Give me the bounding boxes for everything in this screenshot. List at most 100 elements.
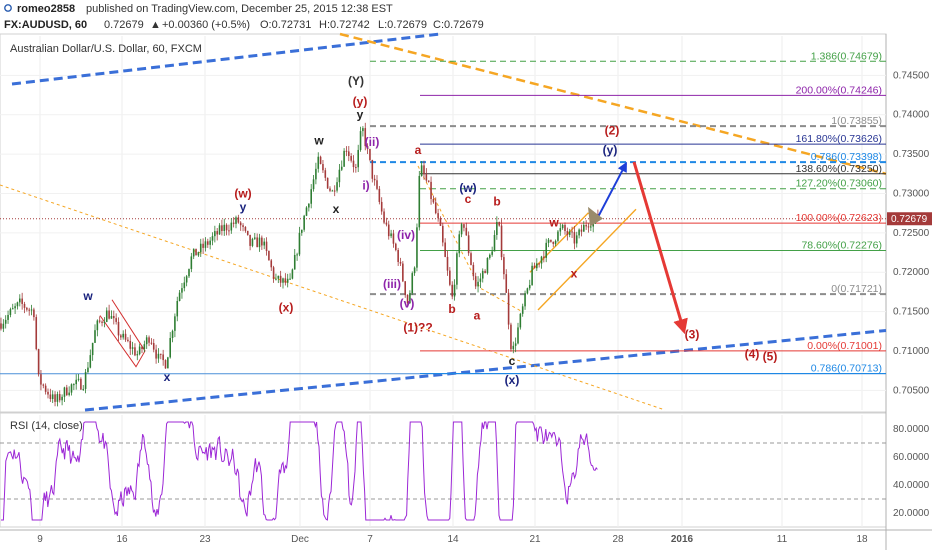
candle-body [58,394,61,401]
candle-body [390,233,392,237]
price-axis-label: 0.72000 [893,267,930,278]
candle-body [519,313,522,328]
time-axis-label: Dec [291,534,309,545]
candle-body [472,264,475,277]
time-axis[interactable]: 9 16 23 Dec 7 14 21 28 2016 11 18 [37,534,868,545]
candle-body [345,150,348,152]
candle-body [235,217,237,224]
candle-body [486,257,489,274]
candle-body [56,394,59,402]
candle-body [470,253,472,265]
candle-body [533,265,536,269]
candle-body [237,217,240,223]
candle-body [465,227,468,236]
candle-body [214,231,216,237]
candle-body [493,234,496,252]
rsi-label: RSI (14, close) [10,420,83,432]
candle-body [355,167,357,169]
candle-body [7,314,9,320]
price-axis-label: 0.74500 [893,70,930,81]
candle-body [338,169,341,183]
candle-body [291,269,294,279]
candle-body [202,243,204,248]
candle-body [498,222,500,226]
candle-body [221,225,223,231]
candle-body [51,394,54,400]
candle-body [352,160,355,168]
fib-level-label: 100.00%(0.72623) [796,212,882,224]
candle-body [122,333,124,338]
candle-body [73,384,75,386]
candle-body [77,378,80,380]
wave-label: x [571,267,578,281]
candle-body [167,357,169,369]
candle-body [131,347,134,349]
candle-body [181,288,183,293]
candle-body [286,278,289,283]
candle-body [310,189,312,204]
wave-label: b [448,302,455,316]
orange-channel-bottom [537,208,637,311]
blue-forecast-arrow [597,161,627,218]
candle-body [564,224,566,232]
candle-body [479,278,482,282]
candle-body [277,275,280,279]
instrument-label: Australian Dollar/U.S. Dollar, 60, FXCM [10,43,202,55]
candle-body [409,293,411,304]
candle-body [160,353,162,355]
candle-body [113,316,115,319]
candle-body [456,253,458,285]
candle-body [566,231,569,235]
candle-body [98,320,101,322]
candle-body [143,344,146,349]
candle-body [364,128,367,147]
candle-body [359,131,362,150]
candle-body [35,317,38,350]
candle-body [343,150,345,167]
author-name[interactable]: romeo2858 [17,3,75,15]
candle-body [176,300,179,317]
candle-body [491,251,493,255]
wave-label: (iv) [397,228,415,242]
candle-body [418,175,421,228]
candle-body [148,337,150,343]
candle-body [395,243,397,250]
candle-body [197,252,200,256]
candle-body [28,309,30,311]
orange-resistance-trendline [339,32,887,176]
candle-body [268,250,270,261]
candle-body [547,239,550,243]
candle-body [129,341,132,349]
candle-body [270,260,273,268]
candle-body [383,211,385,223]
candle-body [378,188,381,202]
candle-body [49,394,52,400]
candle-body [279,275,282,283]
price-badge: 0.72679 [887,212,932,226]
candle-body [545,242,547,258]
candle-body [305,207,308,216]
candles [0,122,599,407]
candle-body [239,222,242,226]
price-change: +0.00360 (+0.5%) [162,19,250,31]
time-axis-label: 14 [447,534,459,545]
candle-body [162,354,164,361]
candle-body [263,241,265,246]
candle-body [33,309,35,318]
candle-body [489,254,491,258]
candle-body [84,372,87,389]
price-axis[interactable]: 0.74500 0.74000 0.73500 0.73000 0.72500 0.720… [893,70,930,519]
candle-body [127,339,129,342]
candle-body [19,298,21,303]
candle-body [376,180,378,189]
time-axis-label: 18 [856,534,868,545]
candle-body [66,387,68,396]
tradingview-icon [4,4,12,12]
candle-body [500,225,503,258]
candle-body [157,353,160,359]
time-axis-label: 7 [367,534,373,545]
red-forecast-arrow [632,161,688,335]
published-text: published on TradingView.com, December 2… [86,3,393,15]
candle-body [40,374,42,385]
